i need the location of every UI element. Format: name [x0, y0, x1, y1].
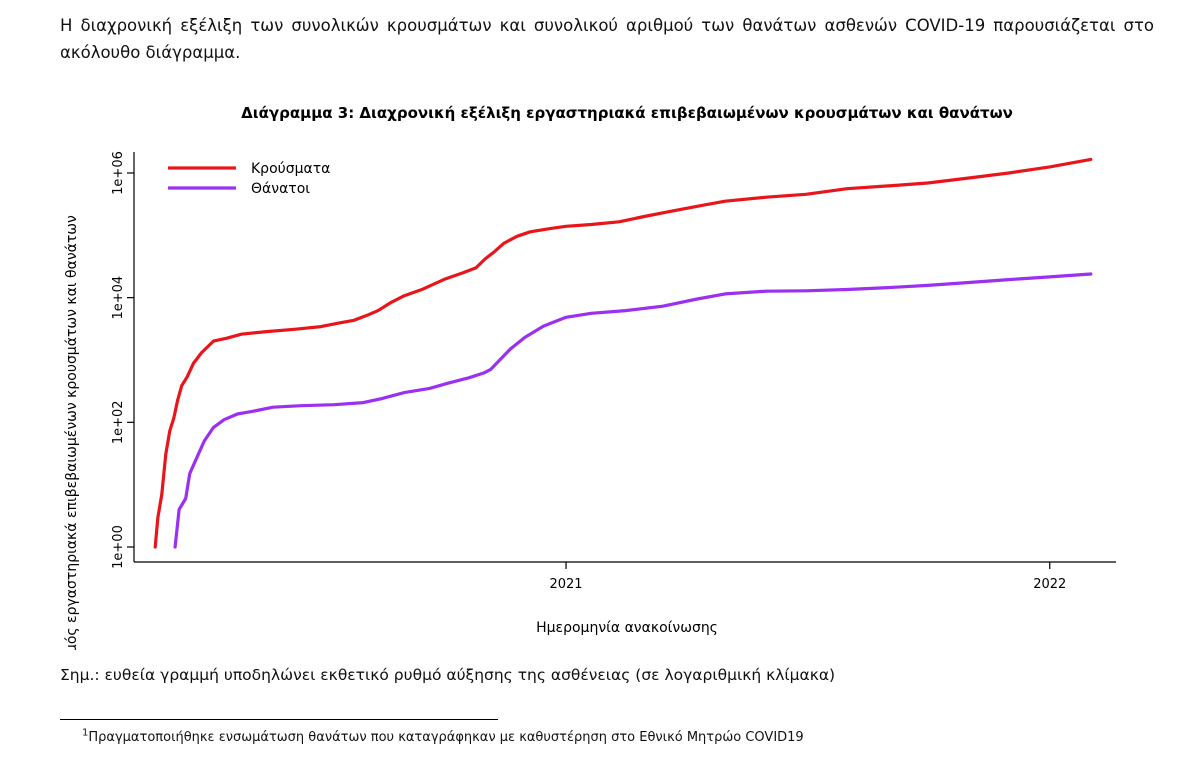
y-tick-label: 1e+06 — [111, 151, 126, 195]
y-tick-label: 1e+00 — [111, 525, 126, 569]
chart-title: Διάγραμμα 3: Διαχρονική εξέλιξη εργαστηρ… — [241, 104, 1013, 122]
footnote-divider — [60, 719, 498, 720]
footnote: 1Πραγματοποιήθηκε ενσωμάτωση θανάτων που… — [82, 727, 804, 747]
series-line-1 — [153, 157, 1093, 549]
chart-container: Διάγραμμα 3: Διαχρονική εξέλιξη εργαστηρ… — [0, 90, 1200, 650]
x-tick-label: 2021 — [549, 577, 582, 592]
footnote-text: Πραγματοποιήθηκε ενσωμάτωση θανάτων που … — [88, 730, 804, 745]
chart-legend: Κρούσματα Θάνατοι — [168, 161, 330, 197]
intro-paragraph: Η διαχρονική εξέλιξη των συνολικών κρουσ… — [60, 16, 1154, 62]
chart-series-layer — [153, 157, 1093, 549]
chart-svg: Διάγραμμα 3: Διαχρονική εξέλιξη εργαστηρ… — [64, 104, 1116, 650]
y-tick-label: 1e+02 — [111, 400, 126, 444]
chart-axes: 1e+00 1e+02 1e+04 1e+06 2021 2022 — [111, 151, 1116, 592]
legend-label-2: Θάνατοι — [251, 181, 310, 197]
y-tick-label: 1e+04 — [111, 276, 126, 320]
chart-note: Σημ.: ευθεία γραμμή υποδηλώνει εκθετικό … — [60, 666, 836, 684]
y-axis-title: Αριθμός εργαστηριακά επιβεβαιωμένων κρου… — [64, 215, 80, 650]
x-tick-label: 2022 — [1033, 577, 1066, 592]
series-line-2 — [173, 272, 1093, 549]
x-axis-title: Ημερομηνία ανακοίνωσης — [536, 620, 718, 636]
legend-label-1: Κρούσματα — [251, 161, 330, 177]
footnote-marker: 1 — [82, 727, 89, 739]
